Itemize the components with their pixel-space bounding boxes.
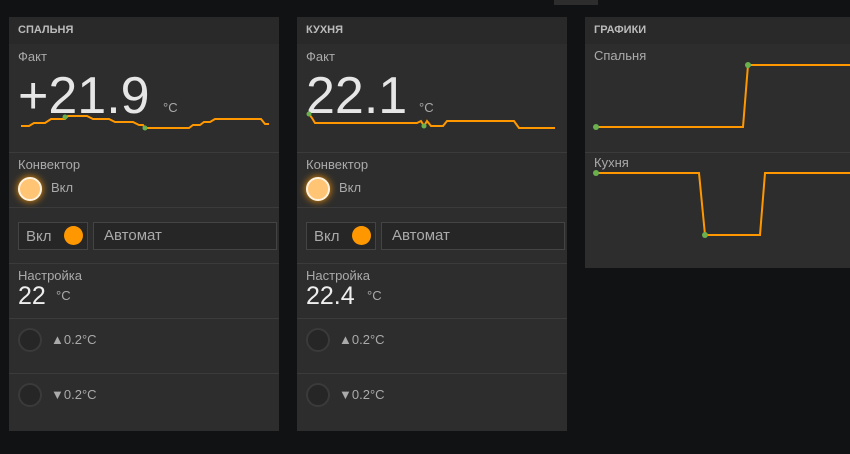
- increase-label: ▲0.2°C: [51, 332, 97, 347]
- card-title: СПАЛЬНЯ: [9, 17, 279, 44]
- chart-kitchen: Кухня: [585, 153, 850, 268]
- control-section: Вкл Автомат: [297, 208, 567, 264]
- decrease-label: ▼0.2°C: [51, 387, 97, 402]
- fact-section: Факт 22.1 °C: [297, 44, 567, 153]
- card-charts: ГРАФИКИ Спальня Кухня: [585, 17, 850, 268]
- sparkline-point: [142, 125, 148, 131]
- mode-field[interactable]: Автомат: [381, 222, 565, 250]
- convector-state: Вкл: [339, 180, 362, 195]
- line-chart: [593, 170, 850, 238]
- toggle-knob: [352, 226, 371, 245]
- status-led-icon: [306, 177, 330, 201]
- setpoint-section: Настройка 22.4 °C: [297, 264, 567, 319]
- setpoint-unit: °C: [56, 288, 71, 303]
- convector-label: Конвектор: [306, 157, 369, 172]
- fact-unit: °C: [419, 100, 434, 115]
- increase-label: ▲0.2°C: [339, 332, 385, 347]
- fact-label: Факт: [306, 49, 335, 64]
- sparkline-line: [21, 115, 269, 129]
- chart-label: Кухня: [594, 155, 629, 170]
- data-point: [593, 124, 599, 130]
- control-section: Вкл Автомат: [9, 208, 279, 264]
- sparkline: [306, 111, 555, 129]
- fact-section: Факт +21.9 °C: [9, 44, 279, 153]
- card-bedroom: СПАЛЬНЯ Факт +21.9 °C Конвектор Вкл Вкл …: [9, 17, 279, 431]
- decrease-button[interactable]: ▼0.2°C: [9, 374, 279, 432]
- card-title: ГРАФИКИ: [585, 17, 850, 44]
- convector-state: Вкл: [51, 180, 74, 195]
- power-toggle[interactable]: Вкл: [18, 222, 88, 250]
- decrease-label: ▼0.2°C: [339, 387, 385, 402]
- sparkline-point: [306, 111, 312, 117]
- mode-field[interactable]: Автомат: [93, 222, 277, 250]
- data-point: [702, 232, 708, 238]
- toggle-label: Вкл: [26, 228, 52, 245]
- circle-icon: [306, 383, 330, 407]
- card-title: КУХНЯ: [297, 17, 567, 44]
- sparkline-line: [308, 113, 555, 129]
- convector-section: Конвектор Вкл: [297, 153, 567, 208]
- setpoint-unit: °C: [367, 288, 382, 303]
- convector-section: Конвектор Вкл: [9, 153, 279, 208]
- decrease-button[interactable]: ▼0.2°C: [297, 374, 567, 432]
- setpoint-label: Настройка: [306, 268, 370, 283]
- series-line: [596, 64, 850, 128]
- sparkline: [21, 114, 269, 131]
- chart-label: Спальня: [594, 48, 647, 63]
- circle-icon: [18, 328, 42, 352]
- setpoint-label: Настройка: [18, 268, 82, 283]
- setpoint-value: 22: [18, 282, 46, 310]
- fact-label: Факт: [18, 49, 47, 64]
- setpoint-value: 22.4: [306, 282, 355, 310]
- convector-label: Конвектор: [18, 157, 81, 172]
- circle-icon: [306, 328, 330, 352]
- fact-value: 22.1: [306, 67, 408, 125]
- top-tab[interactable]: [554, 0, 598, 5]
- card-kitchen: КУХНЯ Факт 22.1 °C Конвектор Вкл Вкл Авт…: [297, 17, 567, 431]
- increase-button[interactable]: ▲0.2°C: [297, 319, 567, 374]
- increase-button[interactable]: ▲0.2°C: [9, 319, 279, 374]
- sparkline-point: [421, 123, 427, 129]
- line-chart: [593, 62, 850, 130]
- toggle-knob: [64, 226, 83, 245]
- toggle-label: Вкл: [314, 228, 340, 245]
- status-led-icon: [18, 177, 42, 201]
- fact-unit: °C: [163, 100, 178, 115]
- data-point: [593, 170, 599, 176]
- sparkline-point: [62, 114, 68, 120]
- setpoint-section: Настройка 22 °C: [9, 264, 279, 319]
- data-point: [745, 62, 751, 68]
- series-line: [596, 172, 850, 236]
- power-toggle[interactable]: Вкл: [306, 222, 376, 250]
- circle-icon: [18, 383, 42, 407]
- chart-bedroom: Спальня: [585, 44, 850, 153]
